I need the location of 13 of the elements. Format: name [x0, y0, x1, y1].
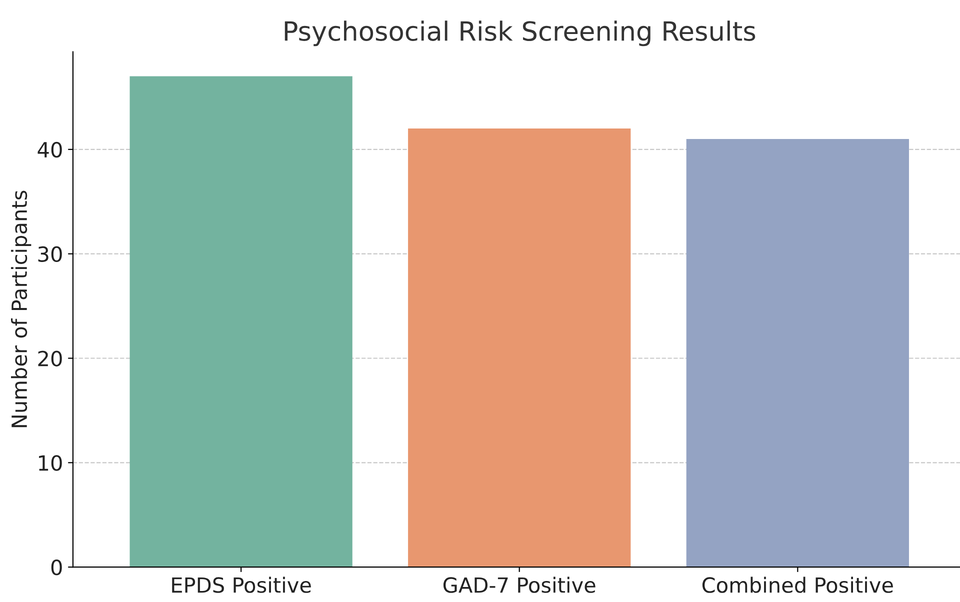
y-tick-label: 20: [38, 350, 62, 366]
x-tick-label: EPDS Positive: [172, 576, 311, 593]
y-tick-label: 10: [39, 455, 62, 471]
y-tick-label: 40: [38, 142, 62, 158]
bar: [408, 128, 631, 568]
y-axis-title: Number of Participants: [11, 190, 32, 428]
y-tick-label: 30: [38, 246, 62, 262]
x-tick-label: Combined Positive: [702, 576, 893, 593]
bar: [686, 138, 909, 568]
x-tick-label: GAD-7 Positive: [443, 576, 596, 593]
chart-title: Psychosocial Risk Screening Results: [284, 20, 756, 46]
bar: [130, 76, 352, 568]
y-tick-label: 0: [51, 560, 62, 576]
